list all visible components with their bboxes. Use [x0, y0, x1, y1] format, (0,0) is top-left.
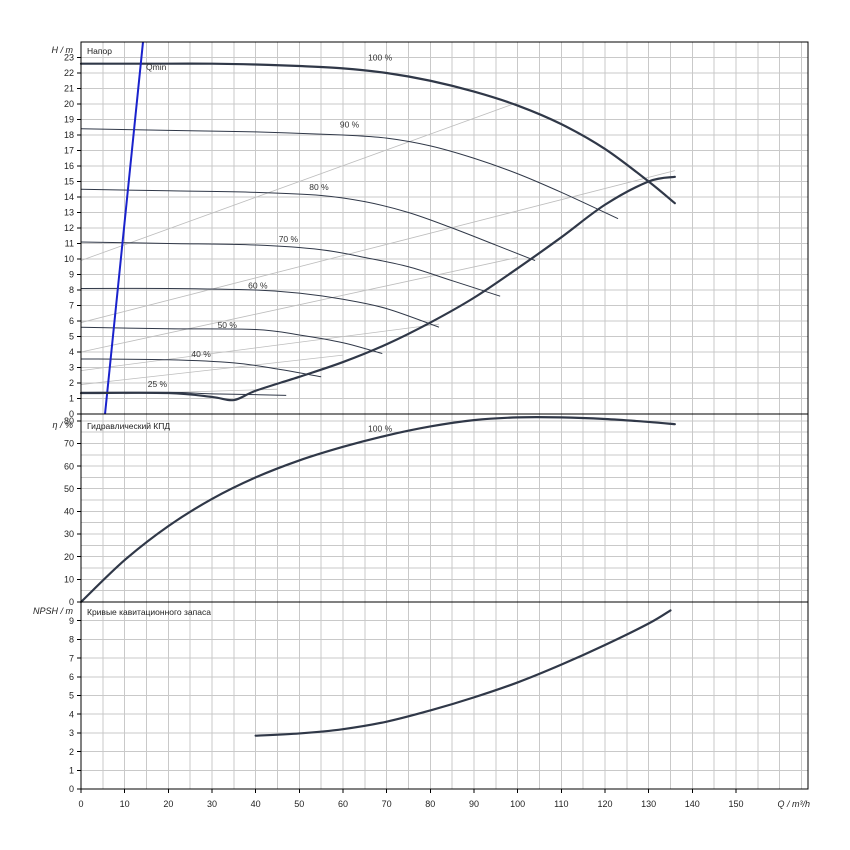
efficiency-curve: [79, 416, 676, 604]
y-tick-label: 8: [69, 635, 74, 645]
y-tick-label: 11: [65, 239, 74, 249]
x-tick-label: 0: [78, 799, 83, 809]
speed-level-label: 90 %: [340, 119, 360, 129]
y-tick-label: 1: [69, 394, 74, 404]
x-tick-label: 60: [338, 799, 348, 809]
y-tick-label: 2: [69, 378, 74, 388]
y-tick-label: 3: [69, 728, 74, 738]
y-tick-label: 6: [69, 672, 74, 682]
y-tick-label: 9: [69, 616, 74, 626]
head-curve: [80, 241, 501, 297]
y-tick-label: 7: [69, 301, 74, 311]
y-tick-label: 7: [69, 653, 74, 663]
y-tick-label: 30: [64, 529, 74, 539]
qmin-label: Qmin: [146, 62, 167, 72]
y-tick-label: 5: [69, 332, 74, 342]
x-tick-label: 30: [207, 799, 217, 809]
y-tick-label: 0: [69, 597, 74, 607]
y-tick-label: 20: [64, 99, 74, 109]
y-tick-label: 10: [64, 575, 74, 585]
x-tick-label: 140: [685, 799, 700, 809]
iso-efficiency-line: [80, 102, 518, 261]
y-tick-label: 22: [64, 68, 74, 78]
head-curve: [79, 62, 676, 205]
x-tick-label: 20: [163, 799, 173, 809]
y-tick-label: 6: [69, 316, 74, 326]
x-tick-label: 10: [120, 799, 130, 809]
iso-efficiency-line: [80, 170, 675, 323]
iso-efficiency-line: [80, 354, 344, 385]
speed-level-label: 70 %: [279, 234, 299, 244]
x-tick-label: 120: [597, 799, 612, 809]
head-curve: [80, 287, 440, 328]
y-tick-label: 17: [64, 146, 74, 156]
efficiency-iso-lines: [80, 102, 675, 395]
efficiency-y-axis-label: η / %: [52, 420, 73, 430]
y-tick-label: 0: [69, 784, 74, 794]
x-tick-label: 40: [251, 799, 261, 809]
y-tick-label: 4: [69, 347, 74, 357]
x-axis-label: Q / m³/h: [777, 799, 810, 809]
grid: [81, 42, 808, 789]
y-tick-label: 2: [69, 747, 74, 757]
y-tick-label: 19: [64, 115, 74, 125]
y-tick-label: 70: [64, 439, 74, 449]
npsh-panel-title: Кривые кавитационного запаса: [87, 607, 211, 617]
y-tick-label: 1: [69, 766, 74, 776]
y-tick-label: 9: [69, 270, 74, 280]
speed-level-label: 50 %: [218, 320, 238, 330]
head-curve: [80, 128, 619, 220]
y-tick-label: 5: [69, 691, 74, 701]
iso-efficiency-line: [80, 257, 518, 353]
npsh-curve: [254, 609, 672, 737]
efficiency-panel-title: Гидравлический КПД: [87, 421, 170, 431]
y-tick-label: 0: [69, 409, 74, 419]
x-tick-label: 50: [294, 799, 304, 809]
x-tick-label: 100: [510, 799, 525, 809]
y-tick-label: 4: [69, 709, 74, 719]
speed-level-label: 60 %: [248, 281, 268, 291]
y-tick-label: 3: [69, 363, 74, 373]
x-tick-label: 110: [554, 799, 568, 809]
curve-labels: 100 % 90 % 80 % 70 % 60 % 50 % 40 % 25 % 100 %: [148, 53, 393, 434]
y-tick-label: 40: [64, 507, 74, 517]
speed-level-label: 80 %: [309, 182, 329, 192]
y-tick-label: 50: [64, 484, 74, 494]
qmin-line: [104, 41, 144, 415]
y-tick-label: 21: [64, 84, 74, 94]
head-curve: [80, 358, 322, 378]
x-tick-label: 90: [469, 799, 479, 809]
x-tick-label: 150: [728, 799, 743, 809]
speed-level-label: 40 %: [191, 349, 211, 359]
speed-level-label: 25 %: [148, 379, 168, 389]
efficiency-level-label: 100 %: [368, 423, 393, 433]
head-y-axis-label: H / m: [52, 45, 74, 55]
iso-efficiency-line: [80, 323, 440, 371]
y-tick-label: 13: [64, 208, 74, 218]
y-tick-label: 10: [64, 254, 74, 264]
y-tick-label: 23: [64, 53, 74, 63]
y-tick-label: 18: [64, 130, 74, 140]
y-tick-label: 60: [64, 461, 74, 471]
x-tick-label: 130: [641, 799, 656, 809]
y-tick-label: 14: [64, 192, 74, 202]
x-tick-label: 70: [382, 799, 392, 809]
y-tick-label: 80: [64, 416, 74, 426]
curves: [79, 41, 676, 737]
head-panel-title: Напор: [87, 46, 112, 56]
y-tick-label: 8: [69, 285, 74, 295]
head-curve: [80, 188, 536, 262]
npsh-y-axis-label: NPSH / m: [33, 606, 74, 616]
tick-labels: 0123456789101112131415161718192021222301…: [64, 53, 743, 809]
min-speed-boundary-curve: [79, 175, 676, 402]
y-tick-label: 15: [64, 177, 74, 187]
head-curve: [80, 326, 383, 355]
speed-level-label: 100 %: [368, 53, 393, 63]
x-tick-label: 80: [425, 799, 435, 809]
y-tick-label: 16: [64, 161, 74, 171]
y-tick-label: 12: [64, 223, 74, 233]
y-tick-label: 20: [64, 552, 74, 562]
